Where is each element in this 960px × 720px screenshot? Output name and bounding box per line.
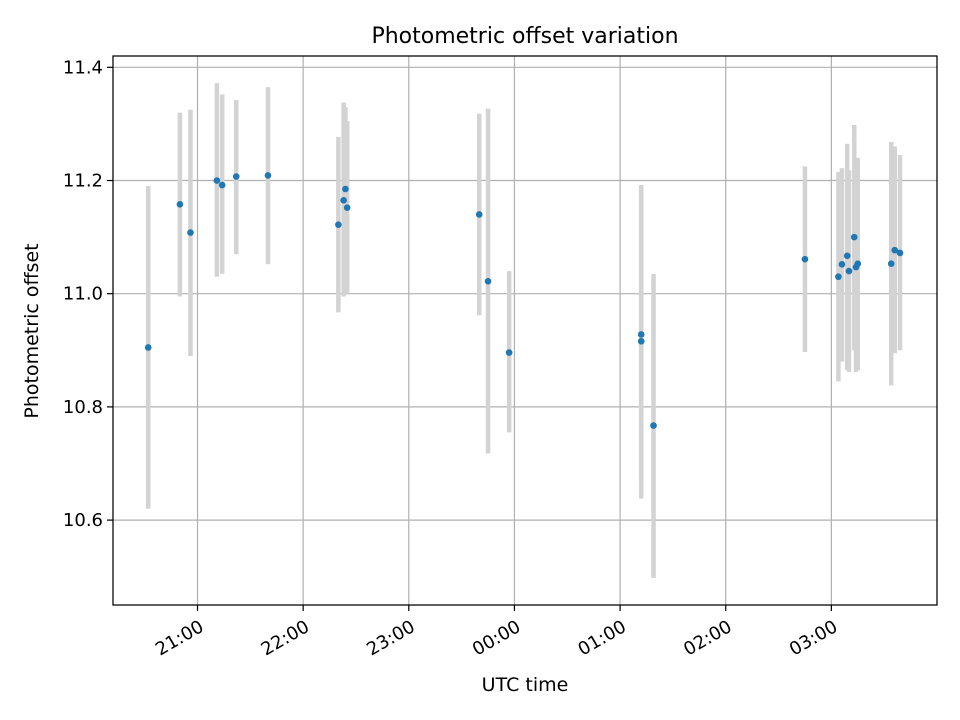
data-point [887,260,895,268]
y-tick-label: 11.0 [63,284,103,305]
data-points [144,172,904,429]
data-point [187,229,194,236]
data-point [232,173,240,180]
y-axis-label: Photometric offset [21,243,43,418]
x-axis-label: UTC time [482,674,569,696]
data-point [850,233,858,241]
data-point [843,252,851,260]
data-point [176,200,184,208]
chart-title: Photometric offset variation [371,24,678,49]
data-point [213,177,221,184]
data-point [801,255,809,263]
y-tick-label: 10.8 [63,397,103,418]
grid [113,56,937,605]
data-point [264,172,272,179]
data-point [891,246,899,254]
data-point [637,337,645,345]
data-point [896,249,904,257]
data-point [484,277,492,285]
data-point [340,197,347,204]
data-point [144,344,152,351]
y-tick-label: 11.2 [63,171,103,192]
data-point [335,221,342,228]
data-point [505,349,513,356]
data-point [854,260,862,268]
data-point [650,422,657,429]
data-point [845,267,853,275]
y-tick-label: 10.6 [63,510,103,531]
data-point [838,260,846,268]
data-point [637,331,645,338]
y-axis-ticks: 10.6 10.8 11.0 11.2 11.4 [63,57,113,531]
data-point [475,211,483,218]
data-point [835,273,842,281]
data-point [343,204,351,211]
plot-frame [112,55,938,606]
data-point [342,185,349,193]
data-point [218,181,226,189]
y-tick-label: 11.4 [63,57,103,78]
